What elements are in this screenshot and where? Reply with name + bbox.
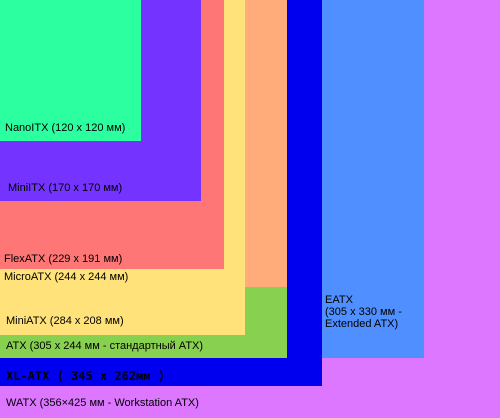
label-miniitx: MiniITX (170 x 170 мм) — [8, 182, 123, 194]
label-flexatx: FlexATX (229 x 191 мм) — [4, 253, 123, 265]
label-atx: ATX (305 x 244 мм - стандартный ATX) — [6, 340, 204, 352]
label-watx: WATX (356×425 мм - Workstation ATX) — [6, 397, 199, 409]
label-xlatx: XL-ATX ( 345 x 262мм ) — [6, 369, 165, 383]
label-nanoitx: NanoITX (120 x 120 мм) — [5, 122, 126, 134]
label-miniatx: MiniATX (284 x 208 мм) — [6, 315, 124, 327]
board-nanoitx — [0, 0, 141, 141]
label-microatx: MicroATX (244 x 244 мм) — [4, 271, 129, 283]
label-eatx: EATX (305 x 330 мм - Extended ATX) — [325, 294, 402, 330]
